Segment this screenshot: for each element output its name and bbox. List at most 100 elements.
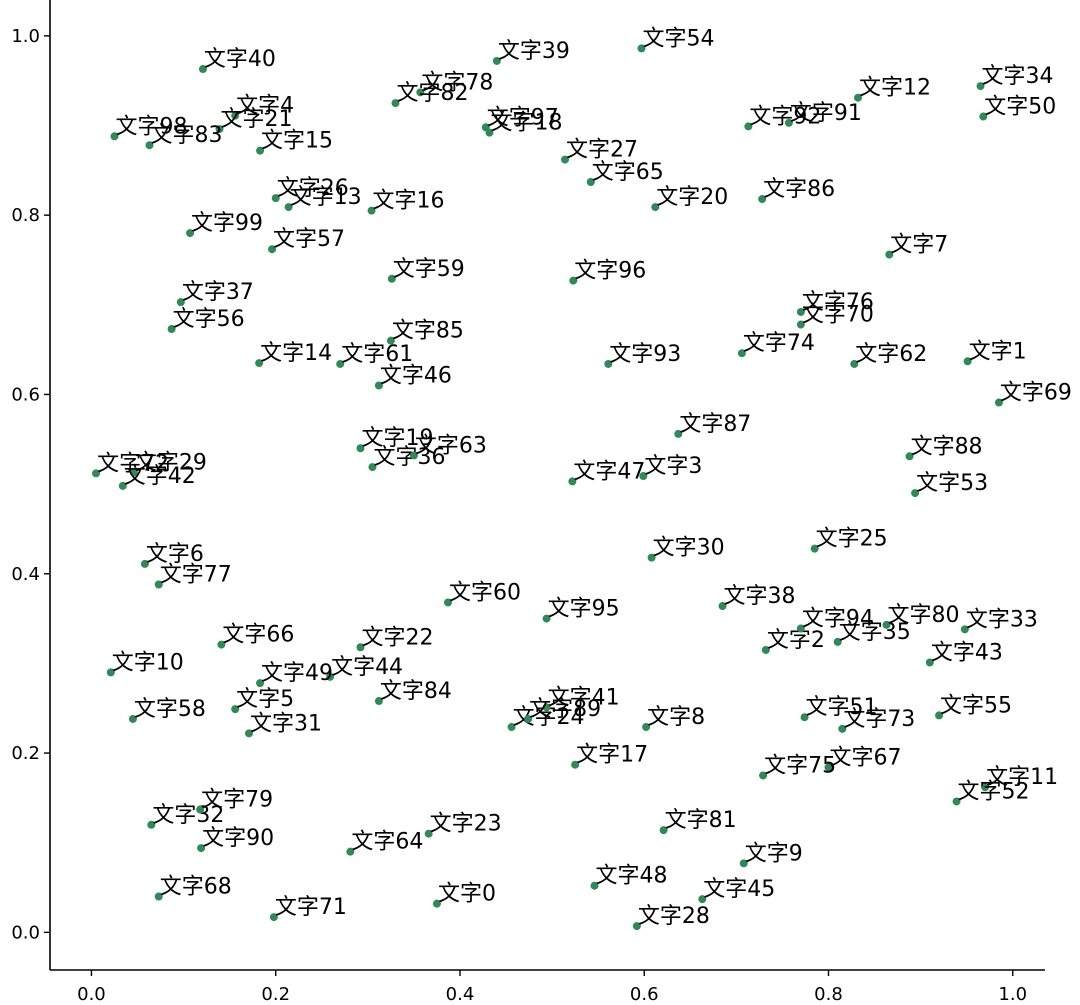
point-label: 文字15: [261, 129, 333, 154]
point-label: 文字32: [152, 803, 224, 828]
data-point: [850, 359, 859, 368]
point-label: 文字19: [361, 426, 433, 451]
data-point: [952, 797, 961, 806]
data-point: [853, 93, 862, 102]
point-label: 文字82: [396, 81, 468, 106]
point-label: 文字28: [638, 904, 710, 929]
data-point: [245, 729, 253, 738]
data-point: [963, 357, 972, 366]
point-label: 文字1: [969, 339, 1027, 364]
point-label: 文字35: [839, 620, 911, 645]
point-label: 文字22: [361, 625, 433, 650]
point-label: 文字70: [802, 303, 874, 328]
data-point: [217, 640, 226, 649]
point-label: 文字51: [806, 695, 878, 720]
data-point: [356, 643, 365, 652]
data-point: [110, 132, 119, 141]
data-point: [129, 468, 138, 477]
point-label: 文字3: [644, 454, 702, 479]
point-label: 文字53: [916, 471, 988, 496]
point-label: 文字73: [843, 707, 915, 732]
data-point: [586, 177, 595, 186]
point-label: 文字93: [609, 342, 681, 367]
chart-marks: 文字0文字1文字2文字3文字4文字5文字6文字7文字8文字9文字10文字11文字…: [92, 26, 1072, 931]
point-label: 文字56: [173, 307, 245, 332]
point-label: 文字76: [802, 290, 874, 315]
point-label: 文字95: [548, 597, 620, 622]
point-label: 文字85: [392, 319, 464, 344]
point-label: 文字36: [373, 445, 445, 470]
data-point: [637, 44, 646, 53]
point-label: 文字26: [277, 176, 349, 201]
point-label: 文字37: [182, 280, 254, 305]
data-point: [824, 763, 833, 772]
point-label: 文字43: [931, 641, 1003, 666]
data-point: [255, 359, 264, 368]
point-label: 文字58: [134, 697, 206, 722]
point-label: 文字83: [151, 123, 223, 148]
data-point: [925, 658, 934, 667]
data-point: [761, 645, 770, 654]
point-label: 文字68: [160, 874, 232, 899]
point-label: 文字78: [421, 70, 493, 95]
data-point: [885, 250, 894, 259]
point-label: 文字20: [656, 185, 728, 210]
point-label: 文字39: [498, 39, 570, 64]
data-point: [147, 820, 156, 829]
point-label: 文字42: [124, 464, 196, 489]
data-point: [231, 111, 240, 120]
point-label: 文字69: [1000, 381, 1072, 406]
data-point: [737, 349, 746, 358]
data-point: [979, 112, 988, 121]
x-tick-label: 0.8: [814, 984, 843, 1005]
point-label: 文字88: [911, 434, 983, 459]
point-label: 文字99: [191, 211, 263, 236]
point-label: 文字11: [986, 765, 1058, 790]
point-label: 文字94: [802, 606, 874, 631]
point-label: 文字84: [380, 679, 452, 704]
point-label: 文字96: [574, 259, 646, 284]
data-point: [215, 125, 224, 134]
data-point: [568, 477, 577, 486]
data-point: [374, 381, 383, 390]
data-point: [256, 679, 265, 688]
data-point: [167, 325, 176, 334]
data-point: [432, 899, 441, 908]
data-point: [833, 637, 842, 646]
point-label: 文字0: [438, 882, 496, 907]
data-point: [387, 274, 396, 283]
point-label: 文字59: [393, 257, 465, 282]
x-tick-label: 0.2: [261, 984, 290, 1005]
x-ticks: 0.0 0.2 0.4 0.6 0.8 1.0: [77, 970, 1027, 1005]
point-label: 文字52: [958, 779, 1030, 804]
data-point: [481, 123, 490, 132]
point-label: 文字61: [341, 342, 413, 367]
data-point: [882, 620, 891, 629]
point-label: 文字90: [202, 826, 274, 851]
point-label: 文字5: [236, 687, 294, 712]
y-tick-label: 0.4: [11, 564, 40, 585]
point-label: 文字30: [653, 536, 725, 561]
data-point: [976, 82, 985, 91]
x-tick-label: 0.0: [77, 984, 106, 1005]
point-label: 文字50: [984, 95, 1056, 120]
point-label: 文字55: [940, 693, 1012, 718]
point-label: 文字41: [548, 685, 620, 710]
point-label: 文字86: [763, 177, 835, 202]
point-label: 文字16: [373, 189, 445, 214]
point-label: 文字54: [642, 26, 714, 51]
point-label: 文字44: [331, 655, 403, 680]
point-label: 文字60: [449, 580, 521, 605]
data-point: [154, 892, 163, 901]
data-point: [758, 195, 767, 204]
data-point: [197, 844, 206, 853]
data-point: [444, 598, 452, 607]
data-point: [759, 771, 768, 780]
data-point: [268, 245, 277, 254]
point-label: 文字17: [576, 743, 648, 768]
data-point: [356, 444, 365, 453]
x-tick-label: 0.4: [446, 984, 475, 1005]
point-label: 文字12: [859, 76, 931, 101]
point-label: 文字79: [201, 788, 273, 813]
point-label: 文字31: [250, 711, 322, 736]
